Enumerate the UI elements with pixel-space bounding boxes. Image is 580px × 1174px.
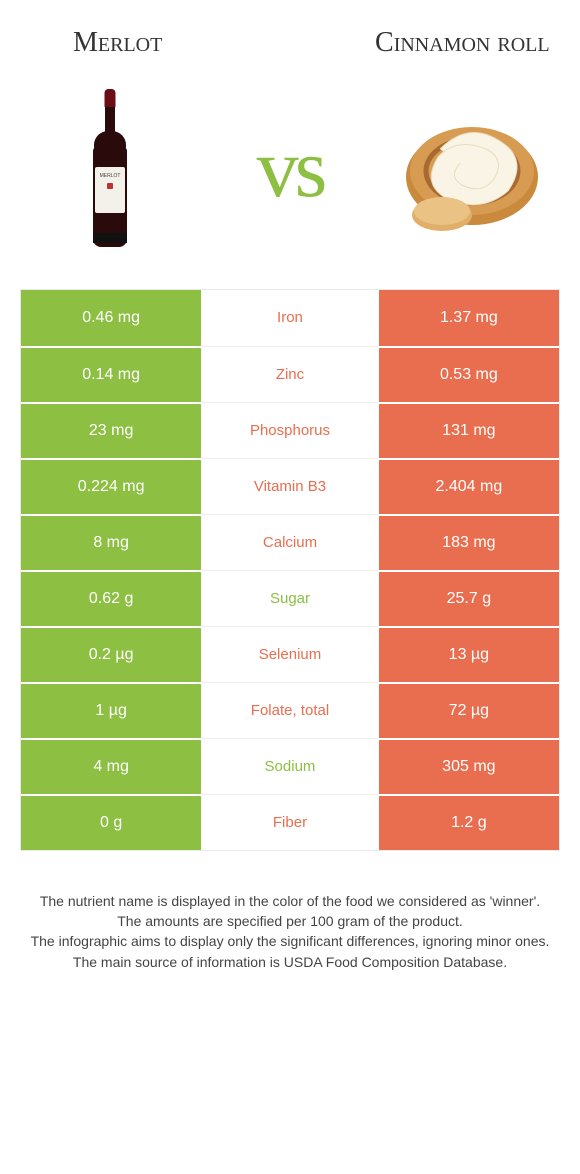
right-value: 72 µg — [379, 682, 559, 738]
table-row: 0.224 mgVitamin B32.404 mg — [21, 458, 559, 514]
table-row: 8 mgCalcium183 mg — [21, 514, 559, 570]
right-value: 25.7 g — [379, 570, 559, 626]
nutrient-table: 0.46 mgIron1.37 mg0.14 mgZinc0.53 mg23 m… — [20, 289, 560, 851]
table-row: 0.14 mgZinc0.53 mg — [21, 346, 559, 402]
nutrient-label: Zinc — [201, 346, 379, 402]
nutrient-label: Sodium — [201, 738, 379, 794]
footnote-line: The nutrient name is displayed in the co… — [30, 891, 550, 911]
footnotes: The nutrient name is displayed in the co… — [0, 851, 580, 992]
images-row: MERLOT vs — [0, 69, 580, 289]
nutrient-label: Selenium — [201, 626, 379, 682]
cinnamon-roll-icon — [390, 99, 550, 239]
left-value: 8 mg — [21, 514, 201, 570]
titles-row: Merlot Cinnamon roll — [0, 0, 580, 69]
right-value: 183 mg — [379, 514, 559, 570]
comparison-infographic: Merlot Cinnamon roll MERLOT vs — [0, 0, 580, 1174]
table-row: 4 mgSodium305 mg — [21, 738, 559, 794]
left-value: 0.62 g — [21, 570, 201, 626]
nutrient-label: Calcium — [201, 514, 379, 570]
right-value: 1.2 g — [379, 794, 559, 850]
left-food-image: MERLOT — [30, 79, 190, 259]
left-value: 1 µg — [21, 682, 201, 738]
left-value: 0.46 mg — [21, 290, 201, 346]
right-food-image — [390, 79, 550, 259]
nutrient-label: Folate, total — [201, 682, 379, 738]
right-value: 1.37 mg — [379, 290, 559, 346]
footnote-line: The infographic aims to display only the… — [30, 931, 550, 951]
nutrient-label: Phosphorus — [201, 402, 379, 458]
right-value: 0.53 mg — [379, 346, 559, 402]
right-value: 131 mg — [379, 402, 559, 458]
right-value: 13 µg — [379, 626, 559, 682]
left-value: 0 g — [21, 794, 201, 850]
nutrient-label: Vitamin B3 — [201, 458, 379, 514]
vs-label: vs — [257, 127, 324, 211]
nutrient-label: Fiber — [201, 794, 379, 850]
left-value: 0.14 mg — [21, 346, 201, 402]
footnote-line: The amounts are specified per 100 gram o… — [30, 911, 550, 931]
table-row: 0.2 µgSelenium13 µg — [21, 626, 559, 682]
table-row: 23 mgPhosphorus131 mg — [21, 402, 559, 458]
table-row: 1 µgFolate, total72 µg — [21, 682, 559, 738]
table-row: 0.62 gSugar25.7 g — [21, 570, 559, 626]
left-value: 23 mg — [21, 402, 201, 458]
table-row: 0 gFiber1.2 g — [21, 794, 559, 850]
left-food-title: Merlot — [10, 28, 225, 59]
wine-bottle-icon: MERLOT — [92, 89, 128, 249]
right-food-title: Cinnamon roll — [355, 28, 570, 59]
left-value: 4 mg — [21, 738, 201, 794]
right-value: 2.404 mg — [379, 458, 559, 514]
footnote-line: The main source of information is USDA F… — [30, 952, 550, 972]
nutrient-label: Iron — [201, 290, 379, 346]
right-value: 305 mg — [379, 738, 559, 794]
table-row: 0.46 mgIron1.37 mg — [21, 290, 559, 346]
left-value: 0.2 µg — [21, 626, 201, 682]
nutrient-label: Sugar — [201, 570, 379, 626]
left-value: 0.224 mg — [21, 458, 201, 514]
